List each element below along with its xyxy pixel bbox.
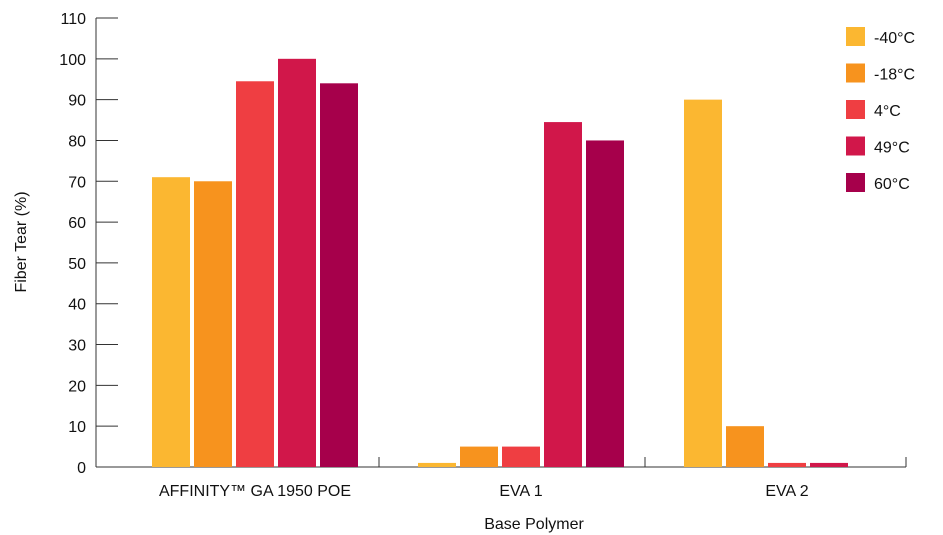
y-tick-label: 60	[68, 215, 86, 232]
legend-swatch	[846, 100, 865, 119]
bar	[278, 58, 316, 468]
y-tick-label: 30	[68, 338, 86, 355]
bar	[460, 446, 498, 467]
y-tick-label: 110	[60, 11, 86, 28]
legend-swatch	[846, 136, 865, 156]
x-category-label: AFFINITY™ GA 1950 POE	[159, 483, 351, 500]
legend-swatch	[846, 27, 865, 46]
x-category-label: EVA 2	[765, 483, 808, 500]
y-tick-label: 10	[68, 419, 86, 436]
bar	[418, 462, 456, 467]
y-tick-label: 80	[68, 133, 86, 150]
y-tick-label: 40	[68, 297, 86, 314]
legend-label: 49°C	[874, 140, 910, 157]
y-tick-label: 70	[68, 174, 86, 191]
legend-label: -40°C	[874, 30, 915, 47]
bar	[586, 140, 624, 468]
x-axis-title: Base Polymer	[484, 516, 584, 533]
bar	[768, 462, 806, 467]
legend-label: 4°C	[874, 103, 901, 120]
bar	[810, 462, 848, 467]
bar	[502, 446, 540, 467]
bars	[152, 58, 848, 468]
bar	[726, 426, 764, 467]
y-tick-label: 20	[68, 378, 86, 395]
legend: -40°C -18°C 4°C 49°C 60°C	[846, 27, 915, 193]
y-axis-title: Fiber Tear (%)	[13, 191, 30, 292]
bar	[152, 177, 190, 467]
bar	[320, 83, 358, 468]
bar	[194, 181, 232, 468]
bar	[684, 99, 722, 468]
y-axis: 0 10 20 30 40 50 60 70 80 90 100 110	[59, 11, 118, 477]
legend-swatch	[846, 63, 865, 83]
y-tick-label: 0	[77, 460, 86, 477]
y-tick-label: 90	[68, 93, 86, 110]
bar	[544, 122, 582, 467]
bar	[236, 81, 274, 467]
y-tick-label: 50	[68, 256, 86, 273]
y-tick-label: 100	[59, 52, 86, 69]
x-category-label: EVA 1	[499, 483, 542, 500]
legend-label: 60°C	[874, 176, 910, 193]
legend-label: -18°C	[874, 67, 915, 84]
legend-swatch	[846, 173, 865, 192]
